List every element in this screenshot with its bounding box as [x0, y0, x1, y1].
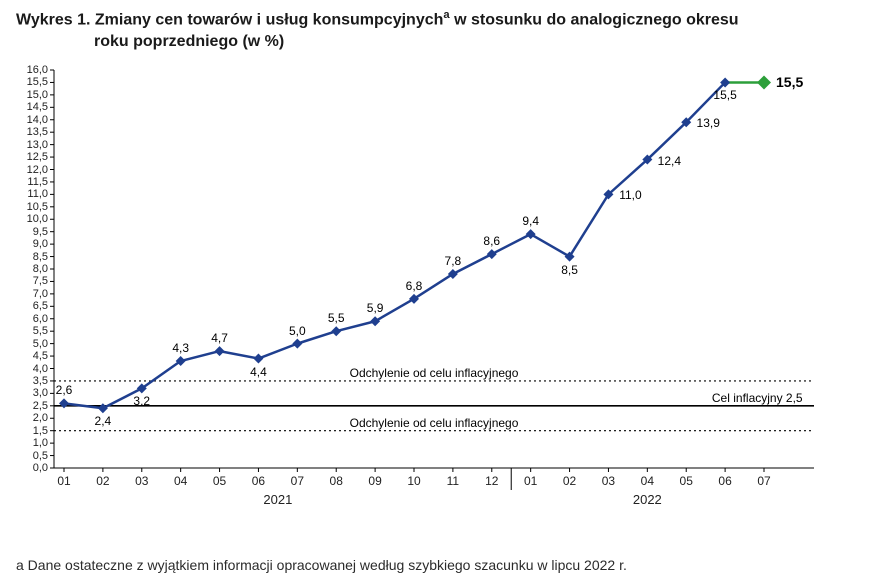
data-label: 13,9	[697, 116, 720, 130]
y-tick-label: 9,5	[8, 226, 48, 238]
title-line1-prefix: Wykres 1. Zmiany cen towarów i usług kon…	[16, 11, 443, 28]
x-tick-label: 07	[757, 474, 770, 488]
data-label: 8,5	[561, 263, 578, 277]
title-line1-suffix: w stosunku do analogicznego okresu	[450, 11, 739, 28]
data-label: 7,8	[445, 254, 462, 268]
data-marker	[331, 326, 341, 336]
y-tick-label: 14,5	[8, 101, 48, 113]
data-label: 3,2	[133, 394, 150, 408]
data-marker	[292, 339, 302, 349]
y-tick-label: 7,5	[8, 275, 48, 287]
data-marker	[370, 316, 380, 326]
y-tick-label: 1,5	[8, 425, 48, 437]
y-tick-label: 11,0	[8, 188, 48, 200]
data-label: 15,5	[713, 88, 736, 102]
data-marker	[215, 346, 225, 356]
x-tick-label: 07	[291, 474, 304, 488]
y-tick-label: 3,0	[8, 387, 48, 399]
data-label-last: 15,5	[776, 74, 803, 90]
chart-title: Wykres 1. Zmiany cen towarów i usług kon…	[16, 8, 856, 53]
x-tick-label: 06	[252, 474, 265, 488]
x-tick-label: 12	[485, 474, 498, 488]
chart-plot-area: 0,00,51,01,52,02,53,03,54,04,55,05,56,06…	[54, 70, 814, 468]
x-tick-label: 03	[602, 474, 615, 488]
data-label: 4,7	[211, 331, 228, 345]
y-tick-label: 5,5	[8, 325, 48, 337]
x-year-label: 2021	[263, 492, 292, 507]
figure-container: Wykres 1. Zmiany cen towarów i usług kon…	[0, 0, 872, 587]
y-tick-label: 1,0	[8, 437, 48, 449]
data-label: 12,4	[658, 154, 681, 168]
x-tick-label: 01	[524, 474, 537, 488]
reference-line-label: Odchylenie od celu inflacyjnego	[350, 366, 519, 380]
y-tick-label: 10,0	[8, 213, 48, 225]
x-tick-label: 02	[563, 474, 576, 488]
y-tick-label: 7,0	[8, 288, 48, 300]
x-tick-label: 04	[174, 474, 187, 488]
y-tick-label: 5,0	[8, 338, 48, 350]
y-tick-label: 12,0	[8, 164, 48, 176]
x-tick-label: 02	[96, 474, 109, 488]
data-label: 5,9	[367, 301, 384, 315]
x-tick-label: 04	[641, 474, 654, 488]
data-label: 9,4	[522, 214, 539, 228]
x-tick-label: 05	[213, 474, 226, 488]
y-tick-label: 0,5	[8, 450, 48, 462]
y-tick-label: 11,5	[8, 176, 48, 188]
y-tick-label: 3,5	[8, 375, 48, 387]
data-label: 2,6	[56, 383, 73, 397]
x-tick-label: 05	[680, 474, 693, 488]
y-tick-label: 9,0	[8, 238, 48, 250]
y-tick-label: 12,5	[8, 151, 48, 163]
y-tick-label: 8,5	[8, 251, 48, 263]
data-marker-last	[757, 75, 771, 89]
reference-line-label: Odchylenie od celu inflacyjnego	[350, 416, 519, 430]
reference-line-label: Cel inflacyjny 2,5	[712, 391, 803, 405]
y-tick-label: 8,0	[8, 263, 48, 275]
data-label: 5,0	[289, 324, 306, 338]
y-tick-label: 2,5	[8, 400, 48, 412]
x-tick-label: 08	[330, 474, 343, 488]
data-marker	[59, 398, 69, 408]
y-tick-label: 14,0	[8, 114, 48, 126]
data-label: 4,3	[172, 341, 189, 355]
x-tick-label: 09	[368, 474, 381, 488]
data-marker	[487, 249, 497, 259]
y-tick-label: 13,0	[8, 139, 48, 151]
y-tick-label: 0,0	[8, 462, 48, 474]
y-tick-label: 16,0	[8, 64, 48, 76]
data-marker	[253, 354, 263, 364]
x-tick-label: 06	[718, 474, 731, 488]
data-label: 5,5	[328, 311, 345, 325]
x-tick-label: 01	[57, 474, 70, 488]
data-label: 4,4	[250, 365, 267, 379]
data-marker	[526, 229, 536, 239]
footnote: a Dane ostateczne z wyjątkiem informacji…	[16, 557, 627, 573]
title-line2: roku poprzedniego (w %)	[16, 31, 856, 53]
data-label: 6,8	[406, 279, 423, 293]
y-tick-label: 2,0	[8, 412, 48, 424]
data-label: 8,6	[483, 234, 500, 248]
x-year-label: 2022	[633, 492, 662, 507]
y-tick-label: 6,0	[8, 313, 48, 325]
y-tick-label: 6,5	[8, 300, 48, 312]
x-tick-label: 10	[407, 474, 420, 488]
data-label: 2,4	[95, 414, 112, 428]
data-marker	[98, 403, 108, 413]
y-tick-label: 13,5	[8, 126, 48, 138]
y-tick-label: 15,0	[8, 89, 48, 101]
x-tick-label: 03	[135, 474, 148, 488]
y-tick-label: 4,5	[8, 350, 48, 362]
x-tick-label: 11	[447, 474, 459, 488]
y-tick-label: 4,0	[8, 363, 48, 375]
y-tick-label: 15,5	[8, 76, 48, 88]
y-tick-label: 10,5	[8, 201, 48, 213]
data-label: 11,0	[619, 188, 641, 202]
